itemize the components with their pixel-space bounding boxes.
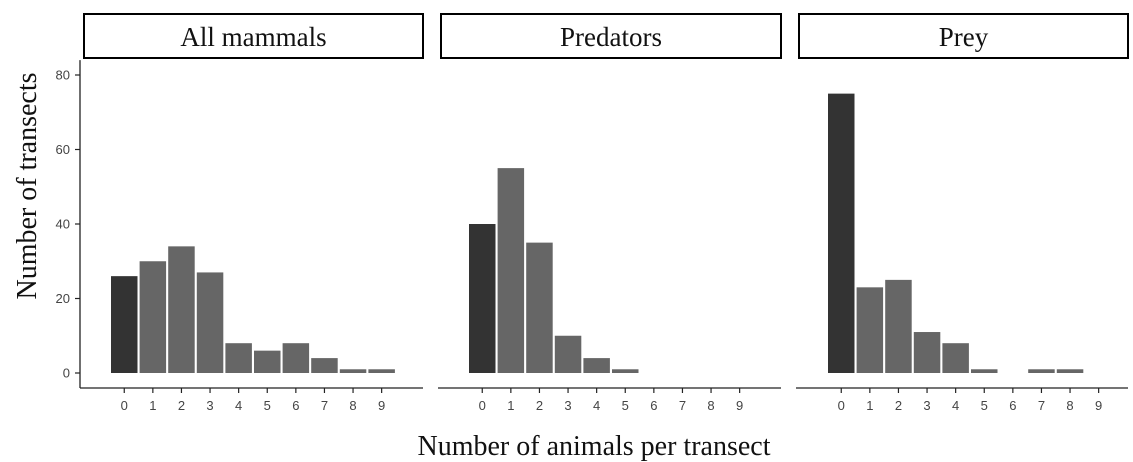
bar — [1056, 369, 1084, 373]
bar — [225, 343, 252, 373]
x-tick-label: 2 — [178, 398, 185, 413]
bar — [339, 369, 367, 373]
bar — [583, 358, 610, 373]
bar — [526, 242, 553, 373]
panel-strip — [440, 13, 782, 59]
panel-title: Prey — [939, 22, 989, 52]
bar — [885, 279, 912, 373]
x-tick-label: 1 — [866, 398, 873, 413]
bar — [469, 224, 496, 373]
x-tick-label: 7 — [679, 398, 686, 413]
panel-strip — [798, 13, 1129, 59]
bar — [111, 276, 138, 373]
bar — [554, 335, 582, 373]
x-tick-label: 6 — [292, 398, 299, 413]
x-tick-label: 7 — [1038, 398, 1045, 413]
bar — [942, 343, 969, 373]
panel-title: Predators — [560, 22, 662, 52]
x-tick-label: 8 — [707, 398, 714, 413]
bar — [196, 272, 224, 373]
y-tick-label: 60 — [56, 142, 70, 157]
x-tick-label: 5 — [981, 398, 988, 413]
bar — [1028, 369, 1055, 373]
panel-all-mammals: All mammals 0 1 2 3 4 5 6 7 8 9 — [80, 13, 424, 413]
panel-strip — [83, 13, 424, 59]
y-tick-label: 40 — [56, 217, 70, 232]
bar — [913, 332, 941, 373]
panel-predators: Predators 0 1 2 3 4 5 6 7 8 9 — [438, 13, 782, 413]
panel-prey: Prey 0 1 2 3 4 5 6 7 8 9 — [796, 13, 1129, 413]
y-tick-label: 0 — [63, 366, 70, 381]
x-tick-label: 3 — [923, 398, 930, 413]
x-tick-label: 8 — [349, 398, 356, 413]
bar — [139, 261, 167, 373]
bar — [612, 369, 639, 373]
x-tick-label: 1 — [149, 398, 156, 413]
bar — [971, 369, 998, 373]
x-tick-label: 2 — [895, 398, 902, 413]
x-tick-label: 9 — [736, 398, 743, 413]
bar — [368, 369, 395, 373]
panels: All mammals 0 1 2 3 4 5 6 7 8 9 Predators 0 1 2 3 4 5 6 7 8 9… — [80, 13, 1129, 413]
x-tick-label: 5 — [622, 398, 629, 413]
panel-title: All mammals — [180, 22, 326, 52]
bar — [497, 168, 525, 373]
y-tick-label: 20 — [56, 291, 70, 306]
x-tick-label: 2 — [536, 398, 543, 413]
x-tick-label: 9 — [378, 398, 385, 413]
x-tick-label: 4 — [593, 398, 600, 413]
x-tick-label: 3 — [206, 398, 213, 413]
bar — [311, 358, 338, 373]
bar — [168, 246, 195, 373]
x-tick-label: 4 — [235, 398, 242, 413]
x-tick-label: 7 — [321, 398, 328, 413]
bar — [828, 93, 855, 373]
x-tick-label: 9 — [1095, 398, 1102, 413]
x-tick-label: 3 — [564, 398, 571, 413]
x-tick-label: 0 — [838, 398, 845, 413]
x-tick-label: 6 — [1009, 398, 1016, 413]
y-axis-title: Number of transects — [12, 72, 43, 299]
x-tick-label: 8 — [1066, 398, 1073, 413]
bar — [254, 350, 281, 373]
x-tick-label: 6 — [650, 398, 657, 413]
y-tick-label: 80 — [56, 68, 70, 83]
x-tick-label: 0 — [121, 398, 128, 413]
x-tick-label: 5 — [264, 398, 271, 413]
y-axis: 0 20 40 60 80 — [56, 60, 81, 388]
x-tick-label: 1 — [507, 398, 514, 413]
x-tick-label: 4 — [952, 398, 959, 413]
x-axis-title: Number of animals per transect — [418, 431, 771, 462]
bar — [282, 343, 310, 373]
bar — [856, 287, 884, 373]
x-tick-label: 0 — [479, 398, 486, 413]
